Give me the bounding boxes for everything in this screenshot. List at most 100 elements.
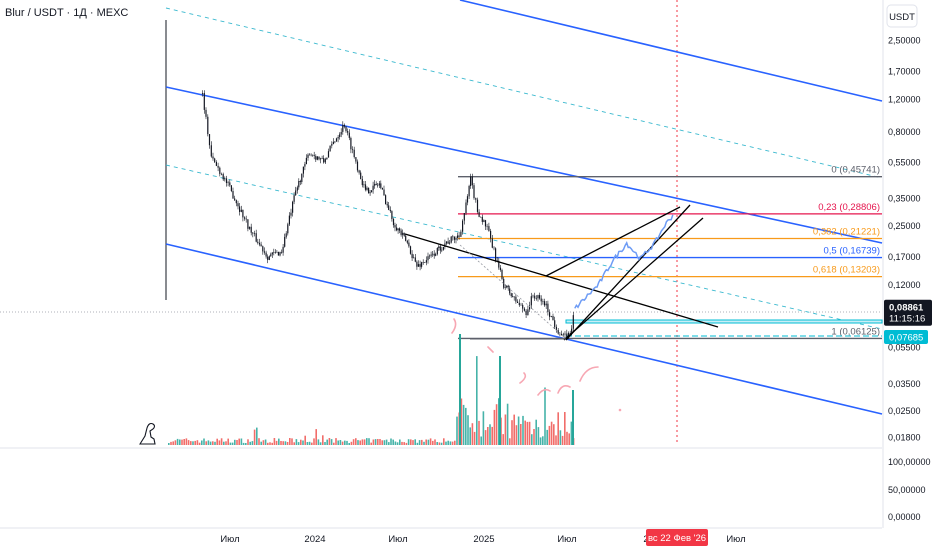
candle-body: [263, 251, 265, 253]
candle-body: [433, 253, 435, 256]
volume-bar: [520, 424, 522, 445]
candle-body: [276, 252, 278, 253]
candle-body: [378, 183, 380, 186]
candle-body: [225, 178, 228, 183]
volume-bar: [539, 437, 542, 445]
line-price-tag[interactable]: [884, 330, 928, 344]
candle-body: [445, 241, 448, 244]
date-cursor-tag[interactable]: [646, 529, 708, 546]
volume-bar: [181, 439, 183, 445]
hand-drawn-annotation: [139, 318, 622, 445]
candle-body: [385, 195, 387, 205]
volume-bar: [168, 443, 170, 445]
candle-body: [421, 262, 423, 267]
volume-bar: [379, 439, 381, 445]
candle-body: [542, 301, 544, 302]
candle-body: [520, 304, 522, 306]
time-tick-label: 2024: [304, 534, 325, 545]
volume-bar: [476, 356, 478, 445]
volume-bar: [352, 439, 355, 445]
candle-body: [358, 170, 360, 173]
candle-body: [252, 232, 254, 234]
candle-body: [388, 205, 390, 210]
channel-upper-line[interactable]: [165, 86, 883, 244]
volume-bar: [416, 442, 419, 445]
candle-body: [400, 230, 402, 235]
volume-bar: [524, 420, 526, 445]
candle-body: [273, 252, 275, 253]
candle-body: [280, 252, 283, 253]
current-price-value: 0,08861: [889, 303, 924, 314]
candle-body: [235, 200, 237, 204]
candle-body: [374, 183, 376, 186]
candle-body: [312, 154, 314, 156]
time-axis-background: [0, 529, 883, 550]
candle-body: [424, 262, 426, 263]
candle-body: [422, 262, 424, 263]
candle-body: [471, 176, 473, 186]
triangle-upper-line[interactable]: [404, 233, 719, 328]
candle-body: [369, 192, 371, 194]
candle-body: [394, 225, 396, 228]
volume-bar: [570, 421, 573, 445]
volume-bar: [278, 438, 280, 445]
candle-body: [480, 216, 482, 218]
candle-body: [296, 187, 298, 191]
candle-body: [265, 252, 267, 257]
volume-bar: [506, 403, 509, 445]
volume-bar: [339, 440, 342, 445]
volume-bar: [196, 440, 199, 445]
volume-bar: [498, 398, 500, 445]
volume-bar: [487, 427, 489, 445]
volume-bar: [286, 442, 289, 445]
volume-bar: [311, 442, 313, 445]
volume-bar: [229, 442, 232, 445]
annotation-dot: [618, 408, 622, 412]
candle-body: [501, 270, 503, 279]
volume-bar: [385, 439, 388, 445]
wedge-lower-line[interactable]: [563, 217, 704, 341]
volume-bar: [275, 440, 278, 445]
candle-body: [392, 219, 395, 226]
volume-bar: [559, 430, 562, 445]
candle-body: [566, 333, 568, 339]
price-tick-label: 0,80000: [888, 127, 921, 137]
wedge-base-line[interactable]: [565, 204, 691, 341]
candle-body: [316, 156, 318, 160]
currency-label[interactable]: USDT: [889, 12, 915, 23]
current-price-tag[interactable]: [884, 299, 932, 326]
volume-bar: [440, 442, 443, 445]
volume-bar: [172, 441, 174, 445]
candle-body: [564, 333, 566, 335]
volume-bar: [478, 420, 480, 445]
line-price-value: 0,07685: [889, 333, 923, 344]
wedge-upper-line[interactable]: [545, 206, 681, 277]
candle-body: [408, 242, 410, 247]
candle-body: [413, 257, 415, 259]
candle-body: [432, 253, 434, 255]
volume-bar: [317, 439, 320, 445]
candle-body: [212, 156, 214, 159]
volume-bars: [168, 334, 575, 445]
volume-bar: [495, 404, 498, 445]
outer-channel-line[interactable]: [459, 0, 883, 102]
candle-body: [547, 303, 549, 313]
candle-body: [348, 132, 350, 138]
volume-bar: [176, 438, 179, 445]
volume-bar: [366, 438, 368, 445]
candle-body: [518, 303, 520, 306]
volume-bar: [335, 438, 337, 445]
price-tick-label: 0,12000: [888, 280, 921, 290]
volume-bar: [326, 439, 328, 445]
projection-path[interactable]: [574, 214, 674, 309]
currency-button[interactable]: [886, 4, 918, 28]
candle-body: [230, 185, 232, 191]
volume-bar: [407, 439, 410, 445]
channel-lower-line[interactable]: [165, 243, 883, 415]
volume-bar: [418, 440, 421, 445]
candle-body: [323, 158, 325, 163]
volume-bar: [436, 442, 438, 445]
fib-level-label: 0,23 (0,28806): [818, 202, 880, 213]
candle-body: [427, 256, 429, 261]
